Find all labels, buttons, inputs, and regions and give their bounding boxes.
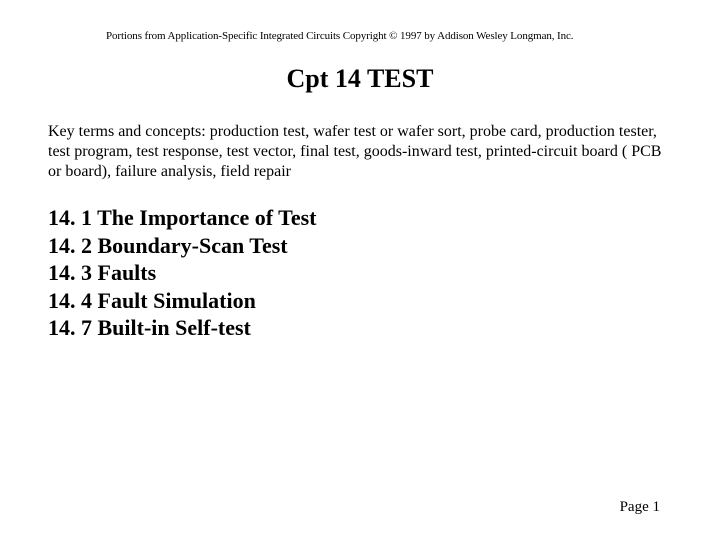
section-list: 14. 1 The Importance of Test 14. 2 Bound… [48, 204, 672, 342]
section-item: 14. 3 Faults [48, 259, 672, 287]
section-item: 14. 1 The Importance of Test [48, 204, 672, 232]
section-item: 14. 4 Fault Simulation [48, 287, 672, 315]
section-item: 14. 7 Built-in Self-test [48, 314, 672, 342]
chapter-title: Cpt 14 TEST [48, 64, 672, 94]
section-item: 14. 2 Boundary-Scan Test [48, 232, 672, 260]
document-page: Portions from Application-Specific Integ… [0, 0, 720, 540]
copyright-line: Portions from Application-Specific Integ… [106, 30, 672, 42]
page-number: Page 1 [620, 499, 660, 516]
key-terms-paragraph: Key terms and concepts: production test,… [48, 122, 672, 182]
